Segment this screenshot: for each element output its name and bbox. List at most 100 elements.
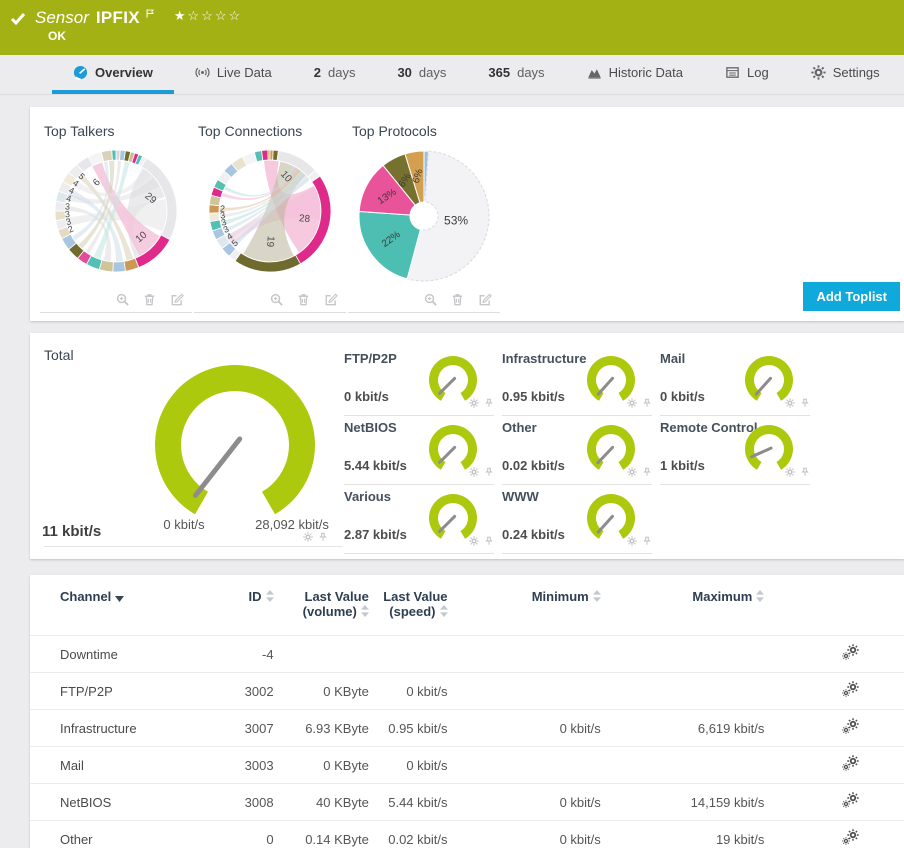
tab-overview[interactable]: Overview: [52, 55, 174, 94]
gear-icon[interactable]: [627, 467, 637, 477]
gear-icon[interactable]: [627, 536, 637, 546]
pin-icon[interactable]: [800, 398, 810, 408]
channel-name: Downtime: [30, 635, 243, 673]
gauge-value: 0 kbit/s: [660, 389, 705, 404]
channel-settings-icon[interactable]: [842, 681, 860, 698]
cell: 0.02 kbit/s: [374, 820, 454, 848]
column-header-id[interactable]: ID: [242, 575, 279, 636]
tab-live-data[interactable]: Live Data: [174, 55, 293, 94]
total-gauge-block: Total 0 kbit/s 28,092 kbit/s 11 kbit/s: [42, 347, 342, 547]
table-row-other: Other 0 0.14 KByte 0.02 kbit/s 0 kbit/s 19 kb…: [30, 820, 904, 848]
tab-settings[interactable]: Settings: [790, 55, 901, 94]
cell: 0 kbit/s: [374, 672, 454, 710]
delete-icon[interactable]: [142, 292, 157, 307]
tab-historic-data[interactable]: Historic Data: [566, 55, 704, 94]
column-header-actions: [770, 575, 904, 636]
total-gauge-chart: [140, 357, 330, 530]
toplist-actions: [115, 292, 184, 307]
gear-icon[interactable]: [469, 467, 479, 477]
pin-icon[interactable]: [642, 536, 652, 546]
gauge-mail: Mail 0 kbit/s: [660, 347, 810, 416]
row-actions: [770, 635, 904, 673]
gear-icon[interactable]: [469, 398, 479, 408]
tab-label: days: [327, 65, 356, 80]
cell: -4: [242, 635, 280, 673]
gear-icon[interactable]: [785, 467, 795, 477]
cell: [606, 746, 771, 784]
cell: [374, 635, 454, 673]
gear-icon[interactable]: [627, 398, 637, 408]
column-header-maximum[interactable]: Maximum: [607, 575, 771, 636]
gauge-value: 0 kbit/s: [344, 389, 389, 404]
cell: 0 kbit/s: [374, 746, 454, 784]
pin-icon[interactable]: [318, 532, 328, 542]
tab-2-days[interactable]: 2 days: [293, 55, 377, 94]
zoom-icon[interactable]: [423, 292, 438, 307]
gauge-value: 5.44 kbit/s: [344, 458, 407, 473]
top-protocols-chart[interactable]: 53%22%13%6%6%: [355, 147, 493, 285]
gauge-chart: [429, 425, 477, 470]
column-header-channel[interactable]: Channel: [30, 575, 242, 636]
gear-icon[interactable]: [785, 398, 795, 408]
pin-icon[interactable]: [642, 467, 652, 477]
pin-icon[interactable]: [484, 536, 494, 546]
edit-icon[interactable]: [477, 292, 492, 307]
column-header-last-value-volume-[interactable]: Last Value (volume): [280, 575, 375, 636]
add-toplist-button[interactable]: Add Toplist: [803, 282, 900, 311]
gauge-netbios: NetBIOS 5.44 kbit/s: [344, 416, 494, 485]
gear-icon[interactable]: [469, 536, 479, 546]
edit-icon[interactable]: [323, 292, 338, 307]
gauge-actions: [785, 467, 810, 477]
row-actions: [770, 746, 904, 784]
svg-text:5: 5: [230, 238, 240, 249]
row-actions: [770, 783, 904, 821]
gauge-label: Mail: [660, 351, 686, 366]
priority-stars[interactable]: ★☆☆☆☆: [173, 8, 243, 23]
cell: [453, 672, 607, 710]
tab-log[interactable]: Log: [704, 55, 790, 94]
pin-icon[interactable]: [484, 398, 494, 408]
tab-30-days[interactable]: 30 days: [376, 55, 467, 94]
delete-icon[interactable]: [296, 292, 311, 307]
row-actions: [770, 672, 904, 710]
channel-settings-icon[interactable]: [842, 755, 860, 772]
sort-icon: [439, 605, 448, 617]
gauge-chart: [155, 365, 315, 515]
gear-icon[interactable]: [303, 532, 313, 542]
column-header-last-value-speed-[interactable]: Last Value (speed): [375, 575, 454, 636]
pin-icon[interactable]: [484, 467, 494, 477]
gauge-chart: [429, 494, 477, 539]
cell: 3002: [242, 672, 280, 710]
delete-icon[interactable]: [450, 292, 465, 307]
tab-365-days[interactable]: 365 days: [467, 55, 565, 94]
toplists-panel: Top Talkers 2 3 3 3 4 4 4 5 29 10 6 Top Connections 5…: [30, 107, 904, 321]
cell: 0.14 KByte: [279, 820, 375, 848]
flag-icon[interactable]: [145, 8, 156, 19]
channel-settings-icon[interactable]: [842, 718, 860, 735]
gauge-chart: [587, 494, 635, 539]
channel-settings-icon[interactable]: [842, 644, 860, 661]
gauge-min-label: 0 kbit/s: [163, 517, 205, 532]
column-label: ID: [248, 589, 262, 604]
gauge-chart: [587, 356, 635, 401]
svg-text:3: 3: [220, 217, 227, 228]
zoom-icon[interactable]: [115, 292, 130, 307]
channel-settings-icon[interactable]: [842, 829, 860, 846]
channel-settings-icon[interactable]: [842, 792, 860, 809]
gauge-actions: [627, 536, 652, 546]
tab-number: 2: [313, 65, 321, 80]
svg-text:4: 4: [67, 185, 76, 196]
gauge-label: FTP/P2P: [344, 351, 397, 366]
zoom-icon[interactable]: [269, 292, 284, 307]
column-label: Last Value (volume): [302, 589, 369, 619]
column-header-minimum[interactable]: Minimum: [454, 575, 607, 636]
pin-icon[interactable]: [800, 467, 810, 477]
pin-icon[interactable]: [642, 398, 652, 408]
tab-label: Log: [746, 65, 769, 80]
log-icon: [725, 65, 740, 80]
gauge-www: WWW 0.24 kbit/s: [502, 485, 652, 554]
channel-name: Mail: [30, 746, 243, 784]
edit-icon[interactable]: [169, 292, 184, 307]
